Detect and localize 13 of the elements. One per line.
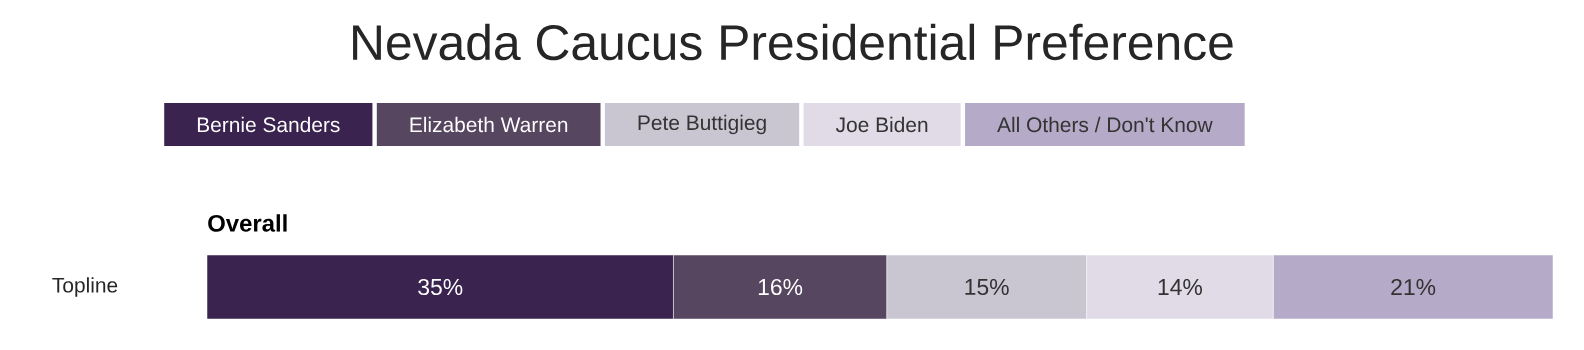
data-label: 14%	[1158, 278, 1202, 296]
y-tick-label: Topline	[52, 277, 118, 297]
annotation: Overall	[208, 214, 287, 232]
chart-title: Nevada Caucus Presidential Preference	[353, 23, 1233, 61]
text: Bernie Sanders	[197, 116, 340, 133]
data-label: 15%	[965, 278, 1009, 296]
text: All Others / Don't Know	[997, 116, 1213, 133]
data-label: 16%	[758, 278, 803, 296]
text: Pete Buttigieg	[638, 114, 766, 135]
text: Joe Biden	[835, 116, 928, 133]
text: Elizabeth Warren	[410, 116, 568, 133]
data-label: 35%	[418, 278, 463, 296]
data-label: 21%	[1391, 278, 1436, 296]
